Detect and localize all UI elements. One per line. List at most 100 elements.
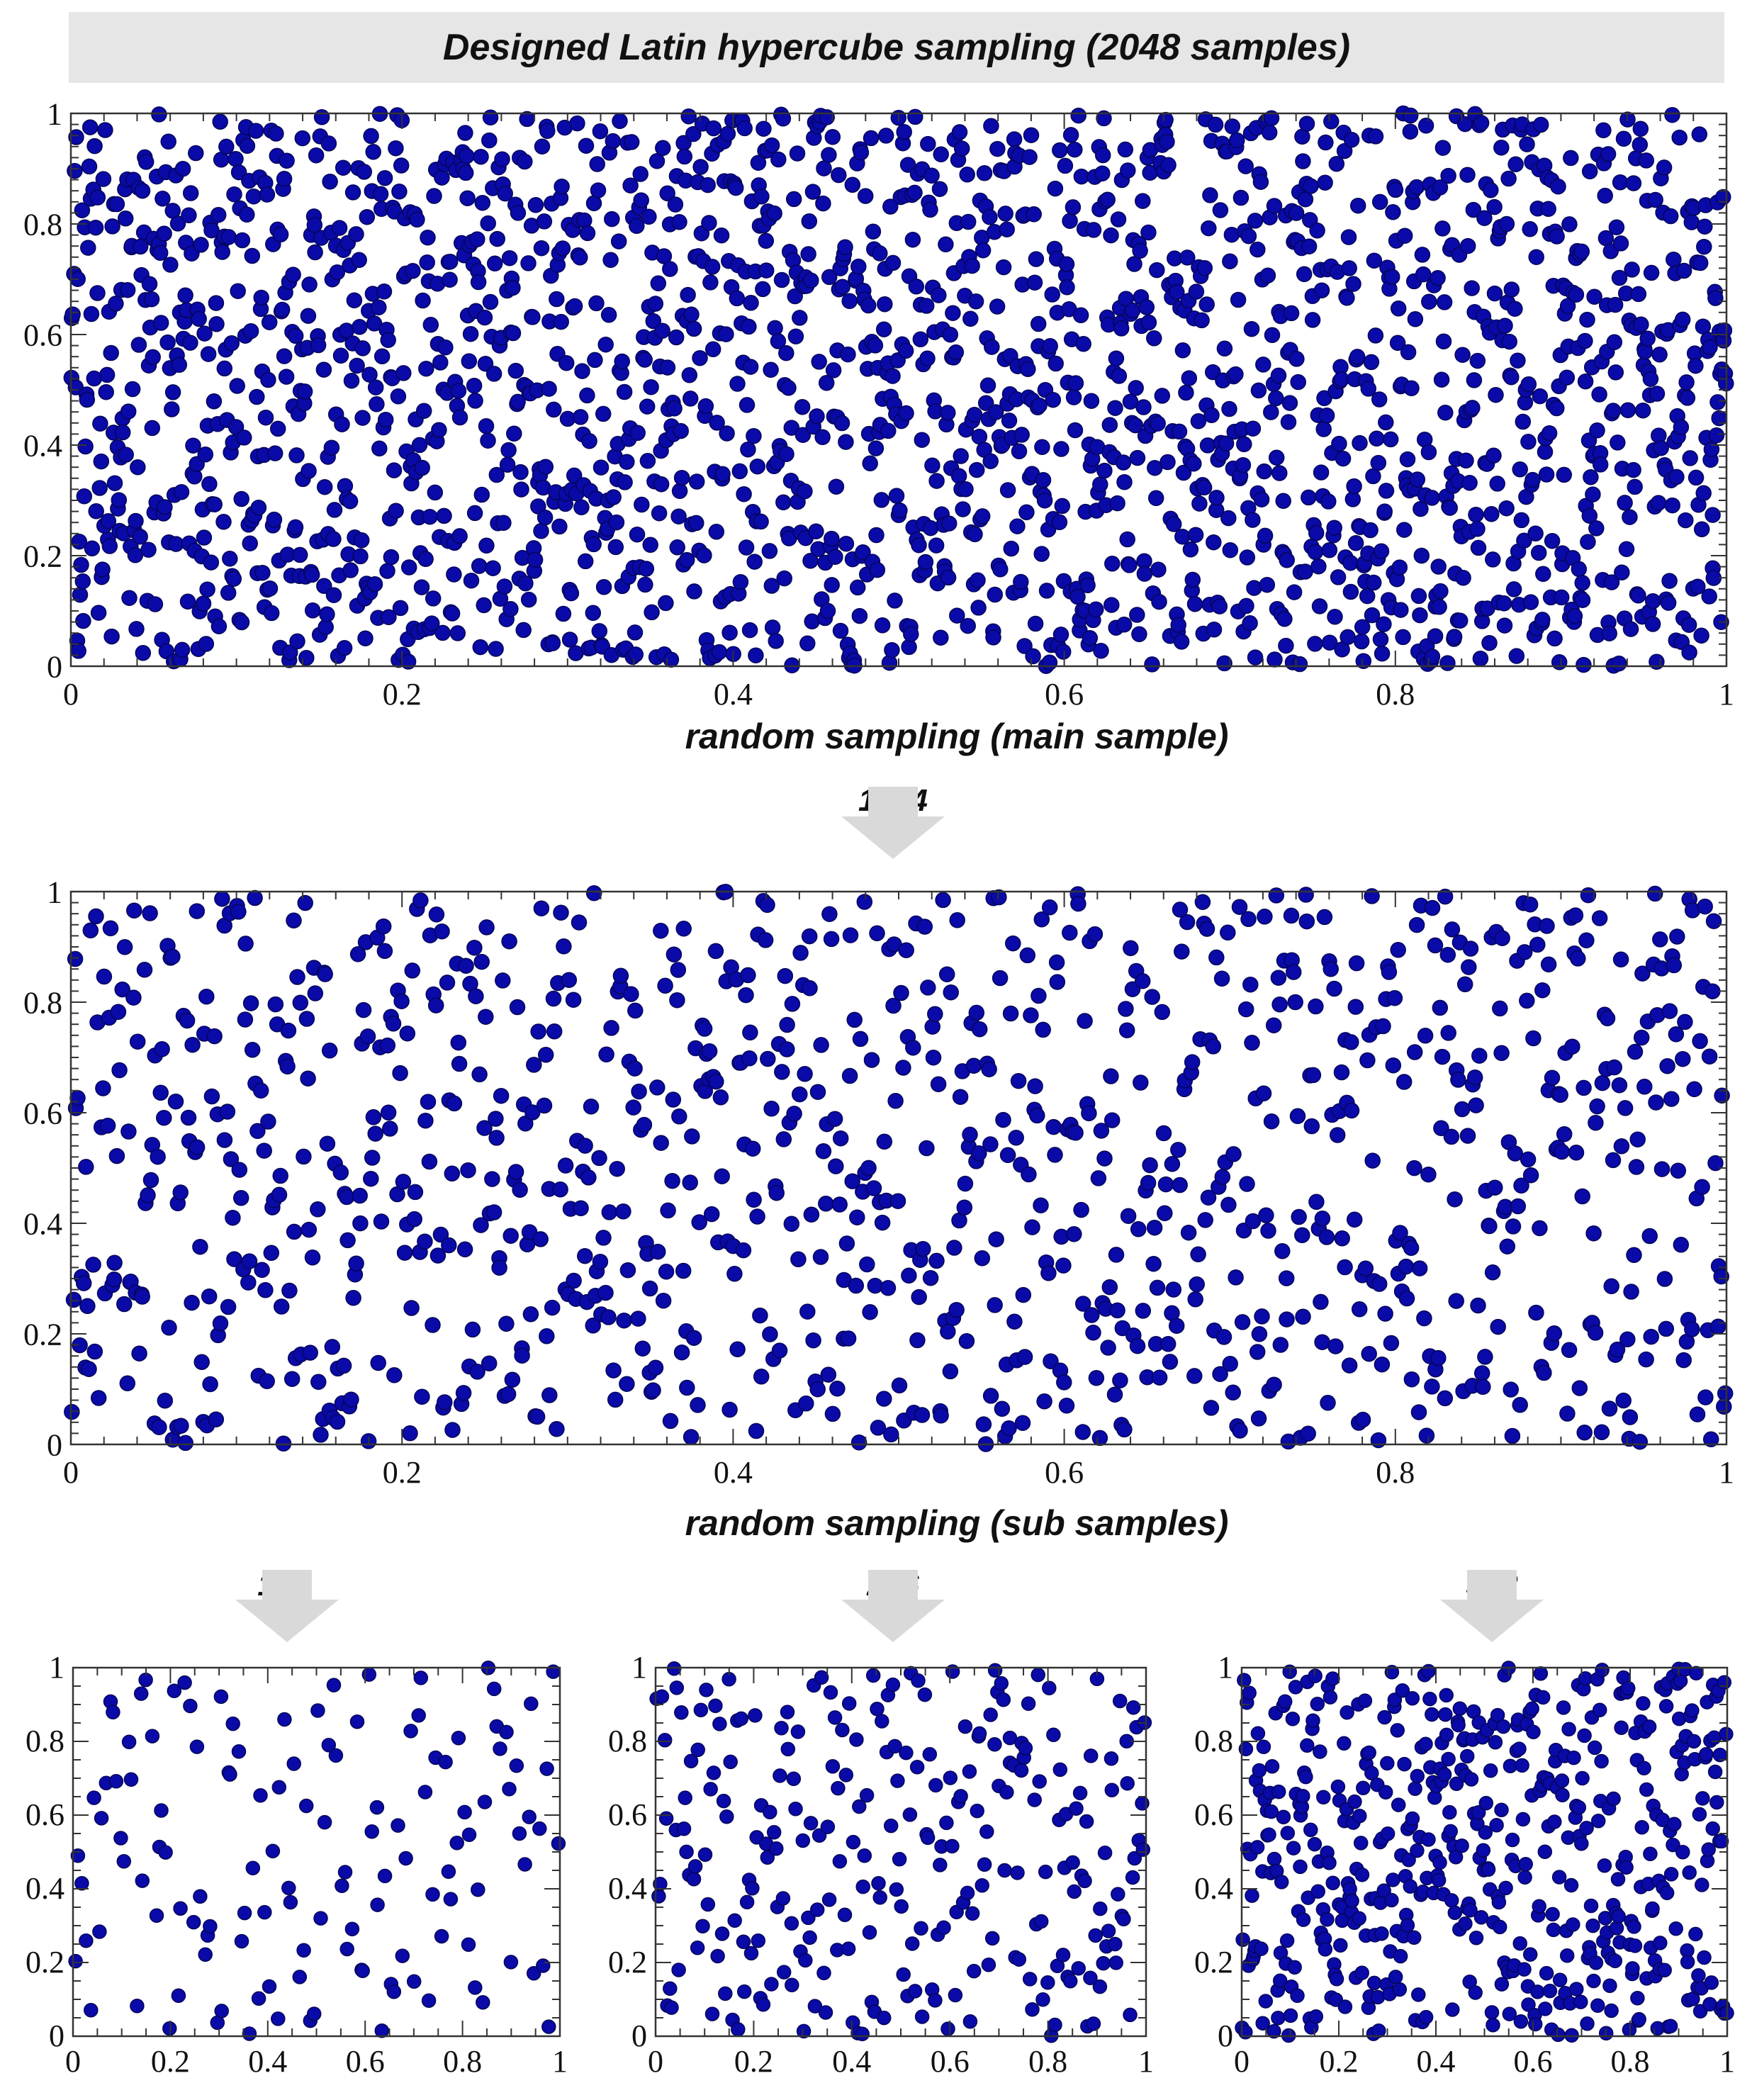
data-point [1476, 1843, 1491, 1858]
data-point [1354, 1965, 1369, 1980]
data-point [462, 325, 479, 342]
data-point [600, 307, 617, 323]
data-point [89, 285, 106, 301]
data-point [156, 225, 172, 242]
points-group [1235, 1661, 1734, 2043]
data-point [200, 346, 217, 362]
data-point [713, 227, 730, 244]
data-point [1573, 1994, 1588, 2009]
data-point [1444, 1893, 1459, 1908]
data-point [383, 549, 400, 566]
data-point [1494, 1977, 1510, 1992]
data-point [1574, 1836, 1589, 1851]
data-point [242, 535, 258, 551]
data-point [486, 255, 503, 272]
data-point [746, 427, 762, 444]
data-point [1657, 1963, 1672, 1978]
data-point [629, 218, 645, 235]
data-point [1630, 1990, 1645, 2006]
data-point [488, 466, 505, 483]
data-point [198, 636, 215, 652]
data-point [1542, 1983, 1558, 1999]
data-point [64, 306, 81, 322]
data-point [1405, 1690, 1420, 1706]
data-point [544, 635, 561, 651]
data-point [1526, 1724, 1541, 1739]
data-point [1492, 1919, 1507, 1935]
data-point [83, 305, 100, 322]
data-point [1287, 1960, 1302, 1975]
data-point [681, 367, 698, 383]
data-point [260, 371, 276, 388]
data-point [588, 295, 605, 312]
data-point [1527, 2016, 1543, 2032]
data-point [1643, 1846, 1658, 1862]
y-tick-label: 0.8 [1194, 1724, 1233, 1758]
data-point [164, 401, 180, 417]
data-point [346, 292, 363, 309]
data-point [1692, 1807, 1707, 1822]
data-point [220, 585, 237, 601]
data-point [750, 155, 767, 171]
data-point [1704, 1975, 1719, 1990]
data-point [1422, 1691, 1437, 1707]
data-point [106, 475, 123, 491]
data-point [563, 585, 580, 602]
data-point [307, 244, 323, 261]
data-point [197, 447, 214, 463]
data-point [617, 474, 633, 490]
data-point [1437, 1767, 1452, 1782]
data-point [242, 322, 259, 339]
data-point [1325, 1875, 1340, 1890]
data-point [770, 151, 787, 168]
data-point [1478, 1795, 1494, 1811]
data-point [74, 573, 91, 590]
data-point [1680, 1954, 1695, 1970]
data-point [501, 249, 518, 266]
data-point [680, 286, 696, 303]
data-point [1473, 1910, 1489, 1925]
data-point [1701, 1842, 1716, 1857]
data-point [351, 252, 367, 269]
data-point [705, 120, 722, 137]
data-point [1569, 1982, 1584, 1997]
data-point [1486, 2018, 1500, 2033]
data-point [388, 502, 404, 520]
data-point [741, 622, 758, 639]
data-point [236, 429, 252, 446]
data-point [778, 344, 794, 361]
data-point [1551, 1870, 1567, 1885]
data-point [1627, 1938, 1643, 1953]
data-point [1717, 1675, 1732, 1690]
data-point [300, 308, 317, 324]
data-point [120, 403, 137, 420]
data-point [1577, 1728, 1592, 1744]
data-point [1547, 1814, 1562, 1829]
data-point [405, 263, 421, 279]
data-point [98, 383, 114, 400]
data-point [369, 396, 385, 412]
data-point [71, 533, 88, 550]
data-point [144, 420, 161, 437]
data-point [114, 424, 131, 441]
data-point [352, 319, 368, 335]
data-point [633, 192, 649, 208]
data-point [756, 120, 772, 137]
data-point [1406, 1930, 1422, 1945]
data-point [225, 571, 242, 587]
data-point [1408, 1781, 1422, 1796]
data-point [642, 537, 658, 554]
data-point [579, 387, 595, 404]
data-point [627, 646, 644, 663]
data-point [1439, 1688, 1454, 1703]
data-point [1546, 1922, 1561, 1938]
data-point [753, 513, 769, 530]
data-point [1697, 1950, 1712, 1965]
data-point [391, 184, 408, 200]
data-point [253, 289, 269, 306]
data-point [278, 369, 295, 385]
data-point [1590, 1814, 1606, 1829]
data-point [566, 298, 583, 315]
data-point [451, 528, 468, 544]
data-point [1552, 1972, 1568, 1987]
